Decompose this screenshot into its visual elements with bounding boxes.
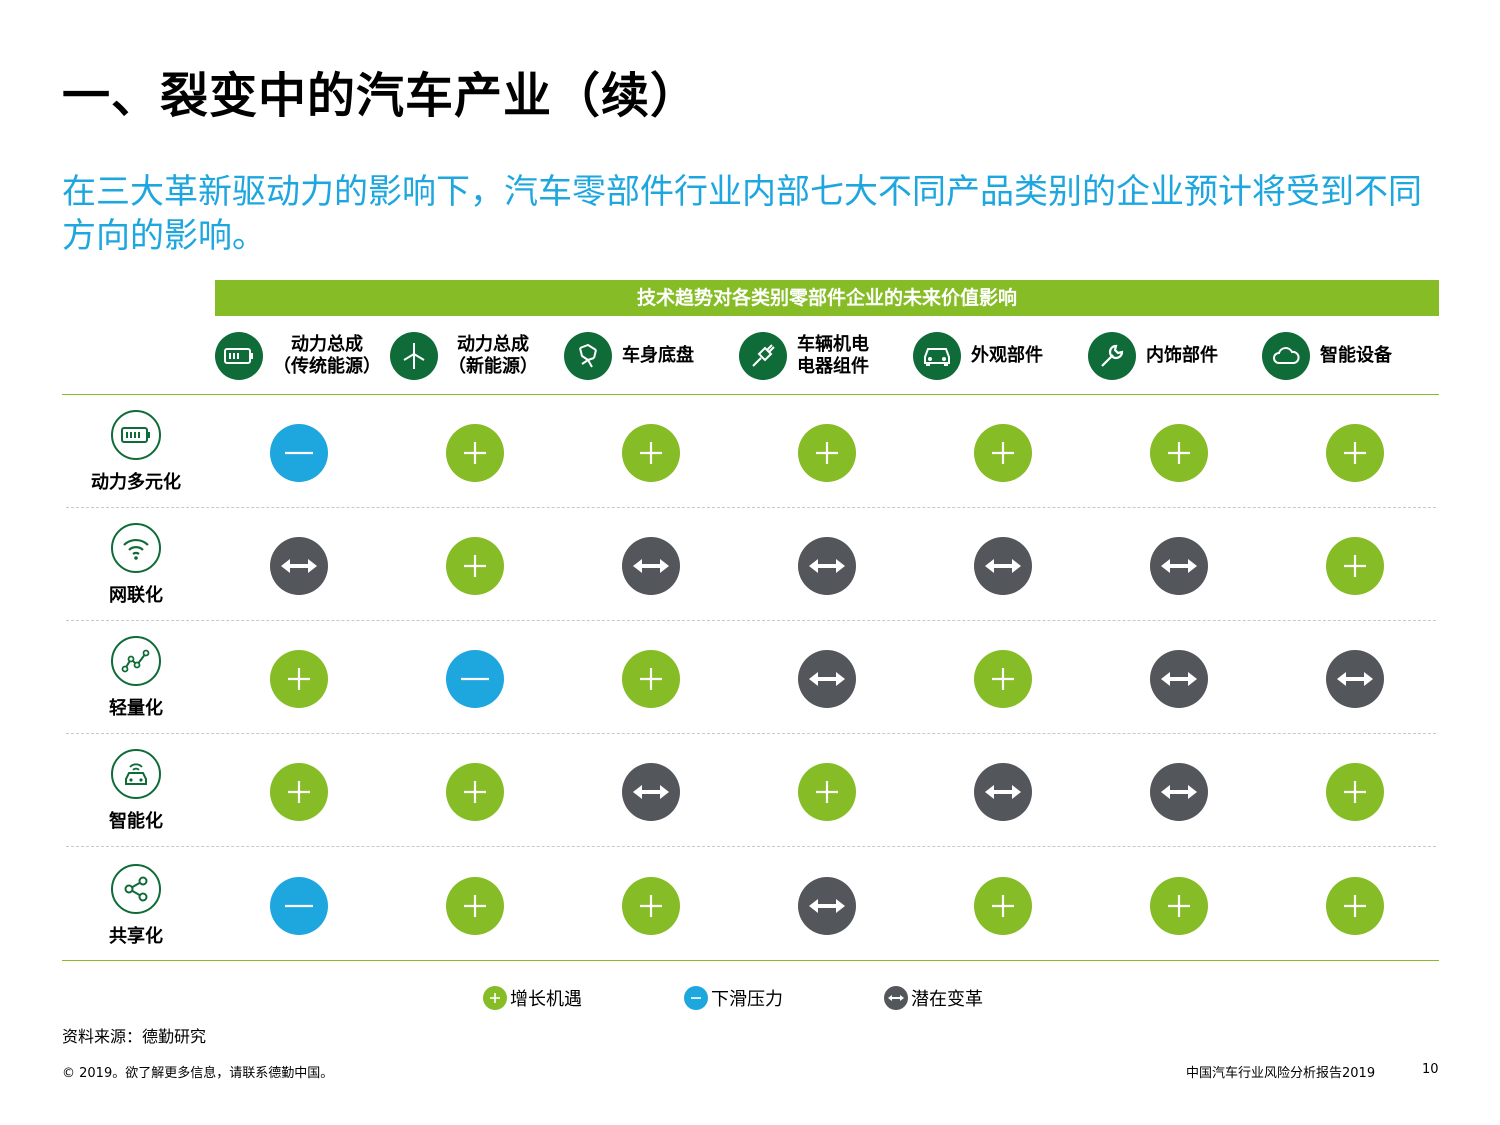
legend-label: 潜在变革 bbox=[911, 989, 983, 1010]
category-label: 车辆机电 电器组件 bbox=[797, 334, 869, 377]
double-arrow-icon bbox=[622, 537, 680, 595]
category-label: 内饰部件 bbox=[1146, 345, 1218, 366]
source-note: 资料来源：德勤研究 bbox=[62, 1027, 207, 1046]
double-arrow-icon bbox=[798, 650, 856, 708]
double-arrow-icon bbox=[798, 537, 856, 595]
double-arrow-icon bbox=[798, 877, 856, 935]
legend-item-arrow: 潜在变革 bbox=[884, 985, 983, 1011]
car-icon bbox=[913, 332, 961, 380]
category-powertrain-new-energy: 动力总成 （新能源） bbox=[390, 330, 538, 382]
row-divider bbox=[66, 507, 1436, 508]
plus-icon bbox=[1326, 763, 1384, 821]
trend-power-diversification: 动力多元化 bbox=[82, 410, 190, 494]
category-label: 动力总成 （新能源） bbox=[448, 334, 538, 377]
category-label: 动力总成 （传统能源） bbox=[273, 334, 381, 377]
trend-label: 共享化 bbox=[109, 926, 163, 947]
footer-report-title: 中国汽车行业风险分析报告2019 bbox=[1186, 1066, 1376, 1081]
page-title: 一、裂变中的汽车产业（续） bbox=[62, 68, 700, 124]
plus-icon bbox=[270, 650, 328, 708]
trend-lightweighting: 轻量化 bbox=[82, 636, 190, 720]
header-divider bbox=[62, 394, 1439, 395]
footer-copyright: © 2019。欲了解更多信息，请联系德勤中国。 bbox=[62, 1066, 334, 1081]
trend-label: 网联化 bbox=[109, 585, 163, 606]
plus-icon bbox=[798, 424, 856, 482]
row-divider bbox=[66, 620, 1436, 621]
battery-icon bbox=[111, 410, 161, 460]
category-label: 智能设备 bbox=[1320, 345, 1392, 366]
double-arrow-icon bbox=[622, 763, 680, 821]
double-arrow-icon bbox=[974, 763, 1032, 821]
legend-item-minus: 下滑压力 bbox=[684, 985, 783, 1011]
double-arrow-icon bbox=[1150, 537, 1208, 595]
double-arrow-icon bbox=[1150, 763, 1208, 821]
row-divider bbox=[66, 846, 1436, 847]
category-label: 外观部件 bbox=[971, 345, 1043, 366]
plus-icon bbox=[1326, 537, 1384, 595]
plus-icon bbox=[798, 763, 856, 821]
wind-turbine-icon bbox=[390, 332, 438, 380]
minus-icon bbox=[270, 424, 328, 482]
plus-icon bbox=[483, 986, 507, 1010]
plus-icon bbox=[974, 650, 1032, 708]
plus-icon bbox=[1150, 424, 1208, 482]
minus-icon bbox=[684, 986, 708, 1010]
plus-icon bbox=[446, 424, 504, 482]
category-electrical-components: 车辆机电 电器组件 bbox=[739, 330, 869, 382]
trend-label: 轻量化 bbox=[109, 698, 163, 719]
plus-icon bbox=[446, 537, 504, 595]
page-subtitle: 在三大革新驱动力的影响下，汽车零部件行业内部七大不同产品类别的企业预计将受到不同… bbox=[62, 172, 1422, 256]
plus-icon bbox=[1326, 877, 1384, 935]
chassis-icon bbox=[564, 332, 612, 380]
plus-icon bbox=[974, 877, 1032, 935]
plus-icon bbox=[622, 877, 680, 935]
plus-icon bbox=[1150, 877, 1208, 935]
trend-intelligence: 智能化 bbox=[82, 749, 190, 833]
category-powertrain-traditional: 动力总成 （传统能源） bbox=[215, 330, 381, 382]
double-arrow-icon bbox=[974, 537, 1032, 595]
category-exterior-parts: 外观部件 bbox=[913, 330, 1043, 382]
plus-icon bbox=[446, 763, 504, 821]
autonomous-car-icon bbox=[111, 749, 161, 799]
minus-icon bbox=[270, 877, 328, 935]
plug-icon bbox=[739, 332, 787, 380]
minus-icon bbox=[446, 650, 504, 708]
plus-icon bbox=[974, 424, 1032, 482]
plus-icon bbox=[270, 763, 328, 821]
plus-icon bbox=[1326, 424, 1384, 482]
trend-label: 智能化 bbox=[109, 811, 163, 832]
share-icon bbox=[111, 864, 161, 914]
plus-icon bbox=[622, 650, 680, 708]
legend-item-plus: 增长机遇 bbox=[483, 985, 582, 1011]
double-arrow-icon bbox=[1150, 650, 1208, 708]
trend-connectivity: 网联化 bbox=[82, 523, 190, 607]
double-arrow-icon bbox=[1326, 650, 1384, 708]
plus-icon bbox=[622, 424, 680, 482]
page-number: 10 bbox=[1422, 1062, 1439, 1077]
cloud-icon bbox=[1262, 332, 1310, 380]
category-body-chassis: 车身底盘 bbox=[564, 330, 694, 382]
row-divider bbox=[66, 733, 1436, 734]
double-arrow-icon bbox=[270, 537, 328, 595]
battery-icon bbox=[215, 332, 263, 380]
legend-label: 增长机遇 bbox=[510, 989, 582, 1010]
category-label: 车身底盘 bbox=[622, 345, 694, 366]
wifi-icon bbox=[111, 523, 161, 573]
table-bottom-divider bbox=[62, 960, 1439, 961]
matrix-banner: 技术趋势对各类别零部件企业的未来价值影响 bbox=[215, 280, 1439, 316]
category-smart-devices: 智能设备 bbox=[1262, 330, 1392, 382]
category-interior-parts: 内饰部件 bbox=[1088, 330, 1218, 382]
trend-label: 动力多元化 bbox=[91, 472, 181, 493]
legend-label: 下滑压力 bbox=[711, 989, 783, 1010]
graph-line-icon bbox=[111, 636, 161, 686]
wrench-icon bbox=[1088, 332, 1136, 380]
double-arrow-icon bbox=[884, 986, 908, 1010]
plus-icon bbox=[446, 877, 504, 935]
trend-sharing: 共享化 bbox=[82, 864, 190, 948]
